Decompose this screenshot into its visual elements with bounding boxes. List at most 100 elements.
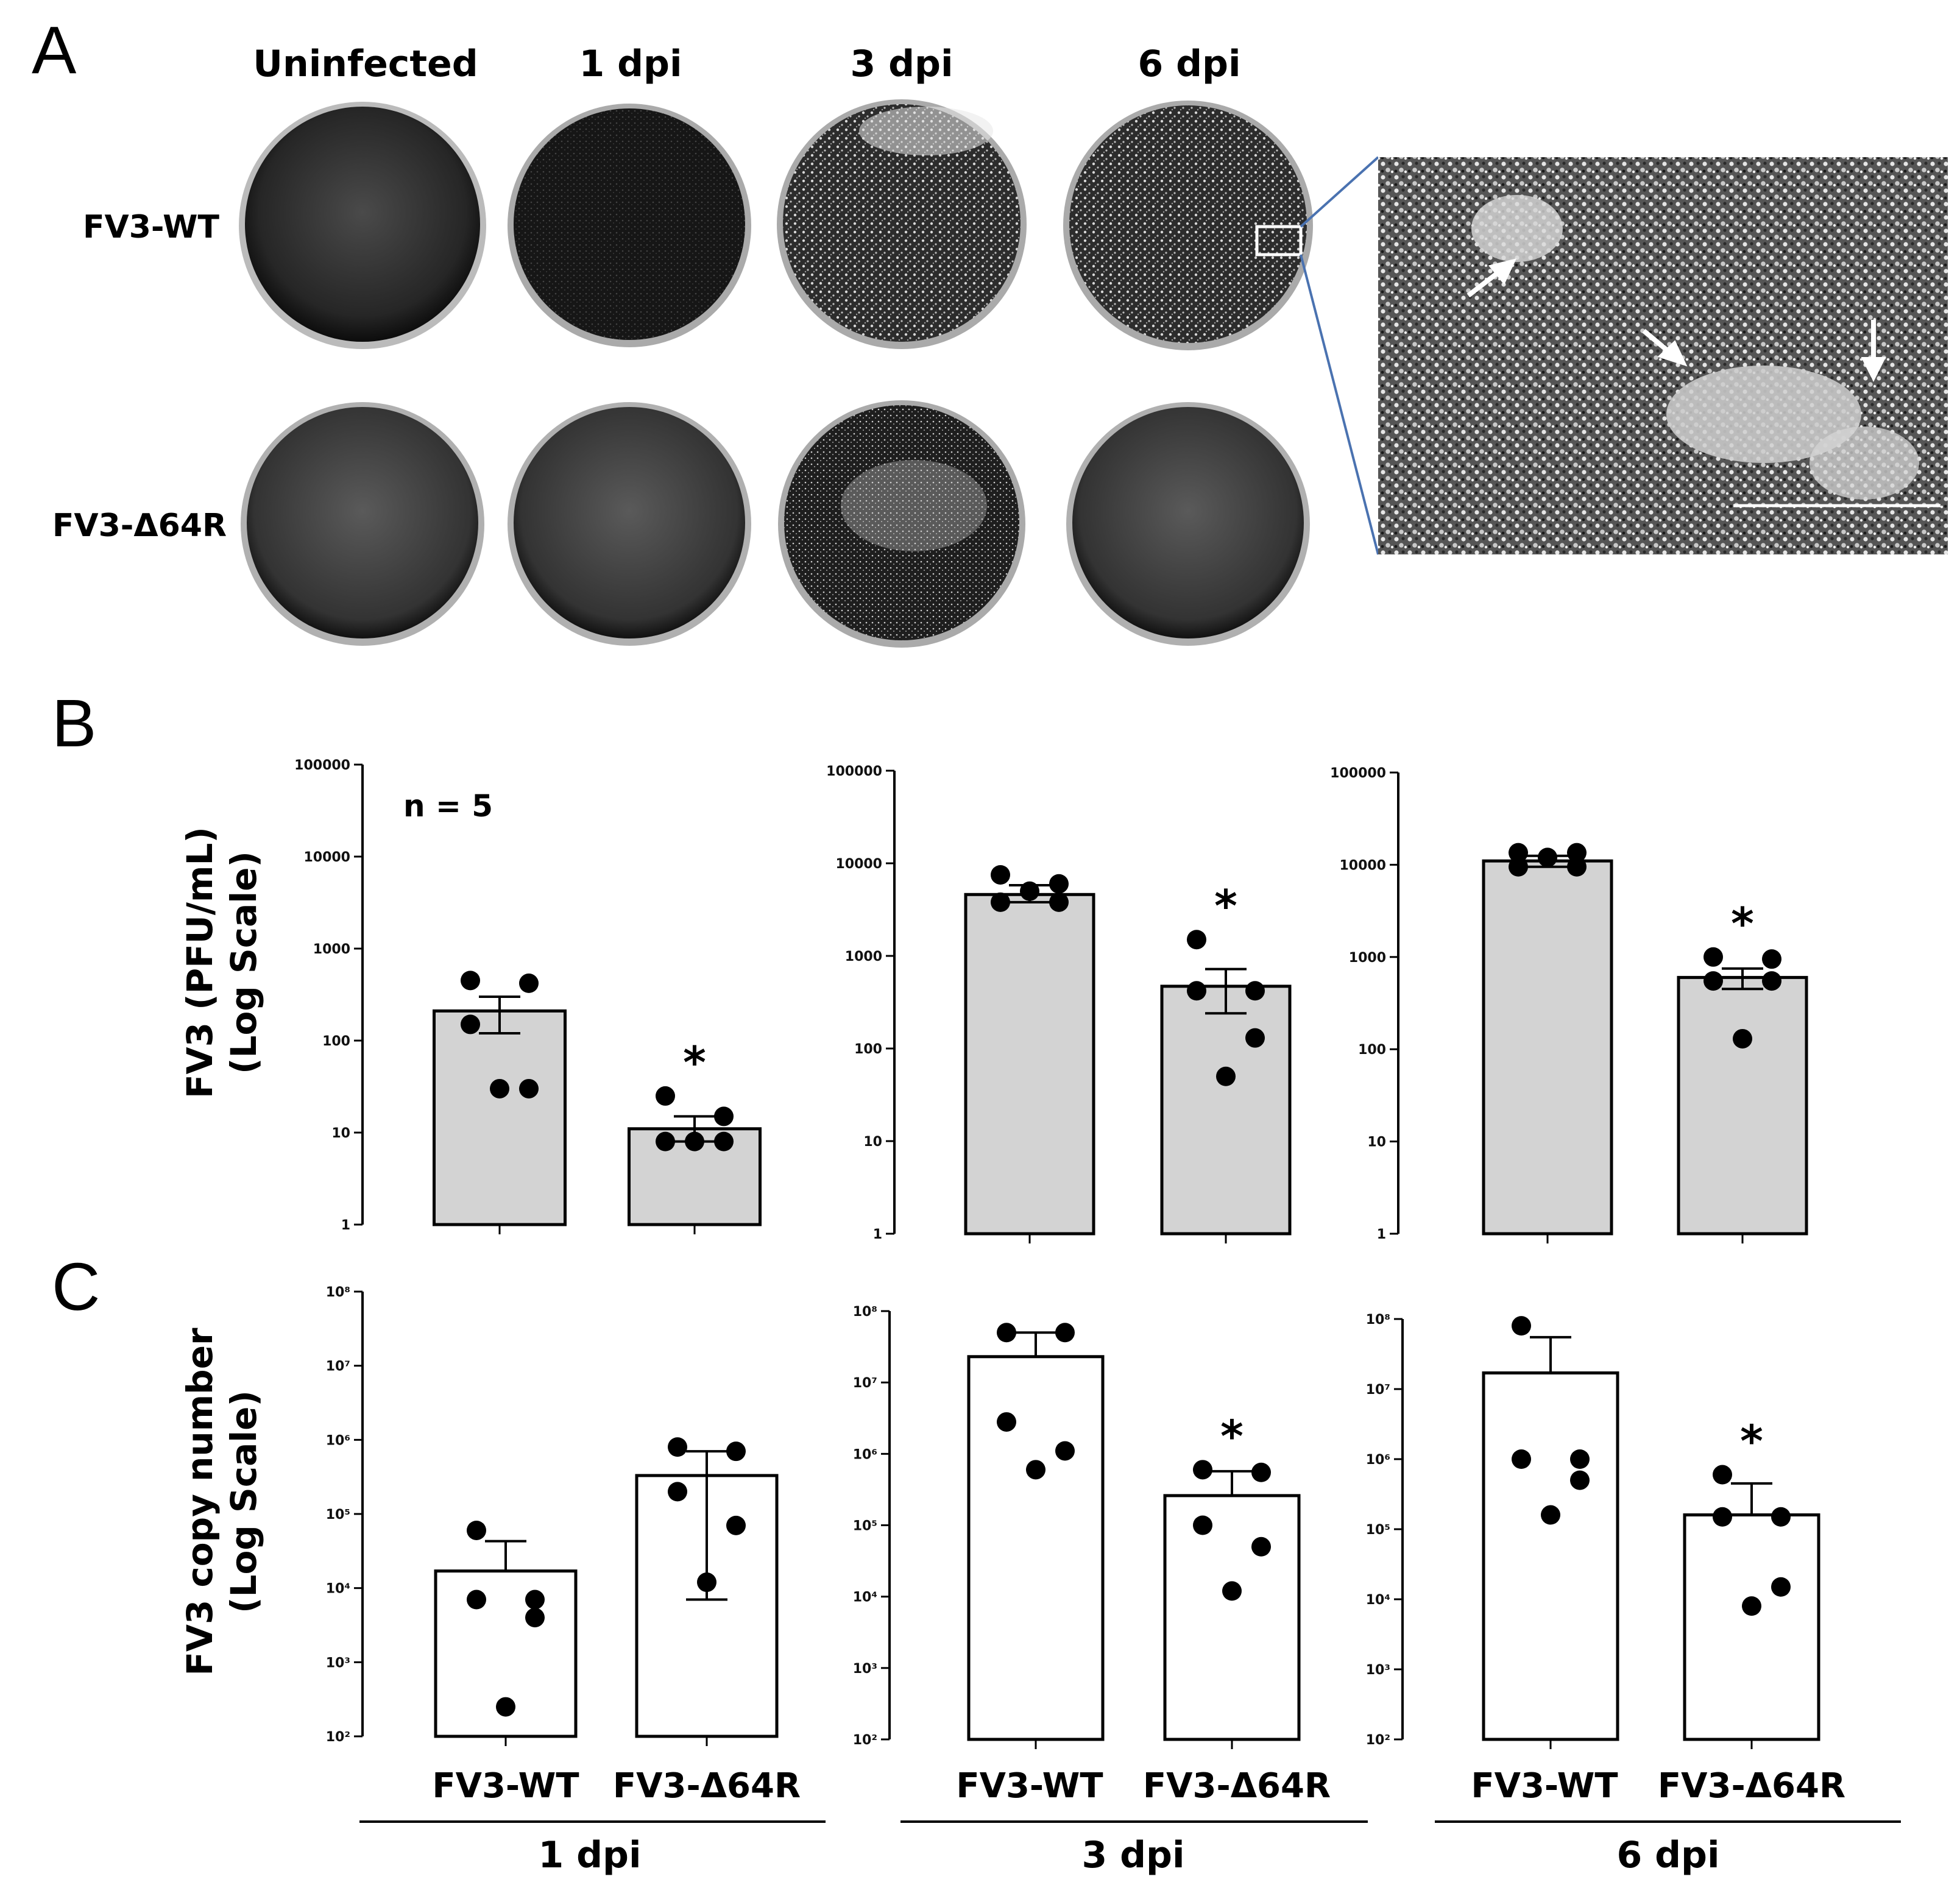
data-point <box>1512 1316 1531 1336</box>
bar <box>1163 1494 1301 1741</box>
chart-c-6dpi: 10² 10³ 10⁴ 10⁵ 10⁶ 10⁷ 10⁸ * <box>1366 1312 1820 1749</box>
bar <box>1482 1371 1619 1741</box>
bar <box>1683 1513 1820 1741</box>
data-point <box>1055 1441 1075 1461</box>
y-tick-label: 10 <box>1367 1135 1386 1150</box>
y-tick-label: 10² <box>1366 1733 1390 1748</box>
data-point <box>1567 843 1587 863</box>
y-tick-label: 10 <box>863 1134 882 1150</box>
data-point <box>1771 1507 1791 1527</box>
bar <box>1160 985 1292 1236</box>
group-label-3dpi: 3 dpi <box>1081 1834 1184 1876</box>
category-label-d64r-1dpi: FV3-Δ64R <box>613 1766 801 1806</box>
chart-b-1dpi: 1 10 100 1000 10000 100000 * <box>294 758 762 1234</box>
column-title-1dpi: 1 dpi <box>579 43 682 85</box>
well-wt-1dpi <box>508 104 751 347</box>
y-tick-label: 10 <box>331 1126 350 1141</box>
y-tick-label: 100 <box>322 1034 350 1049</box>
y-tick-label: 100 <box>1358 1042 1386 1058</box>
data-point <box>1509 857 1528 877</box>
well-wt-6dpi <box>1063 101 1313 350</box>
y-tick-label: 10² <box>326 1730 350 1745</box>
y-tick-label: 10⁵ <box>853 1519 877 1534</box>
chart-b-3dpi: 1 10 100 1000 10000 100000 * <box>826 764 1292 1243</box>
callout-line-bottom <box>1300 254 1379 555</box>
y-tick-label: 10⁷ <box>1366 1382 1390 1398</box>
data-point <box>997 1323 1016 1343</box>
data-point <box>1541 1505 1560 1525</box>
data-point <box>1251 1462 1271 1482</box>
data-point <box>1567 857 1587 877</box>
data-point <box>461 1014 480 1034</box>
data-point <box>1762 971 1781 991</box>
bar <box>1677 975 1808 1236</box>
data-point <box>1512 1449 1531 1469</box>
sample-size-annotation: n = 5 <box>403 788 493 824</box>
data-point <box>1570 1449 1590 1469</box>
well-wt-3dpi <box>777 99 1027 349</box>
data-point <box>656 1131 675 1151</box>
data-point <box>1509 843 1528 863</box>
inset-micrograph <box>1378 157 1948 554</box>
data-point <box>1251 1537 1271 1557</box>
data-point <box>1713 1465 1732 1485</box>
y-tick-label: 10⁵ <box>326 1507 350 1522</box>
data-point <box>1713 1507 1732 1527</box>
data-point <box>1049 874 1069 894</box>
data-point <box>1187 930 1206 950</box>
callout-line-top <box>1300 156 1379 228</box>
panel-c-ylabel-line2: (Log Scale) <box>223 1390 264 1613</box>
y-tick-label: 10⁵ <box>1366 1522 1390 1538</box>
y-tick-label: 10³ <box>326 1655 350 1671</box>
data-point <box>685 1131 704 1151</box>
data-point <box>1193 1460 1212 1480</box>
y-tick-label: 10⁶ <box>1366 1452 1390 1468</box>
panel-b-ylabel-line1: FV3 (PFU/mL) <box>179 827 221 1098</box>
column-title-3dpi: 3 dpi <box>850 43 953 85</box>
y-tick-label: 10⁸ <box>1366 1312 1390 1328</box>
data-point <box>1538 847 1557 868</box>
data-point <box>467 1590 486 1610</box>
y-tick-label: 10⁴ <box>326 1582 350 1597</box>
y-tick-label: 10000 <box>1339 858 1386 873</box>
group-label-1dpi: 1 dpi <box>538 1834 641 1876</box>
significance-star: * <box>1220 1410 1244 1462</box>
data-point <box>1026 1460 1045 1480</box>
data-point <box>1245 1028 1265 1048</box>
data-point <box>461 971 480 991</box>
data-point <box>1771 1577 1791 1597</box>
data-point <box>1020 881 1039 901</box>
y-tick-label: 10000 <box>303 850 350 865</box>
row-label-fv3-d64r: FV3-Δ64R <box>52 507 227 544</box>
data-point <box>1222 1581 1242 1601</box>
panel-b-ylabel-line2: (Log Scale) <box>223 851 264 1074</box>
data-point <box>1193 1515 1212 1535</box>
y-tick-label: 10000 <box>835 857 882 872</box>
y-tick-label: 10⁷ <box>326 1359 350 1374</box>
y-tick-label: 1 <box>873 1227 882 1242</box>
data-point <box>1570 1470 1590 1490</box>
y-tick-label: 1 <box>1377 1227 1386 1242</box>
well-d64r-1dpi <box>508 402 751 646</box>
data-point <box>714 1131 734 1151</box>
significance-star: * <box>1731 898 1754 949</box>
y-tick-label: 100 <box>854 1042 882 1057</box>
well-d64r-6dpi <box>1066 402 1310 646</box>
y-tick-label: 1000 <box>313 942 350 957</box>
panel-c-letter: C <box>52 1250 100 1324</box>
significance-star: * <box>683 1037 706 1088</box>
data-point <box>714 1106 734 1126</box>
well-wt-uninfected <box>239 102 486 349</box>
y-tick-label: 1000 <box>1349 950 1386 966</box>
y-tick-label: 100000 <box>1330 766 1386 781</box>
data-point <box>656 1086 675 1106</box>
panel-c-ylabel-line1: FV3 copy number <box>179 1328 221 1676</box>
data-point <box>1049 892 1069 912</box>
column-title-uninfected: Uninfected <box>253 43 478 85</box>
data-point <box>697 1572 716 1593</box>
category-label-d64r-6dpi: FV3-Δ64R <box>1658 1766 1845 1806</box>
y-tick-label: 1 <box>341 1218 350 1233</box>
data-point <box>1216 1066 1236 1086</box>
y-tick-label: 100000 <box>294 758 350 773</box>
plaque-arrow-3 <box>1861 320 1886 382</box>
